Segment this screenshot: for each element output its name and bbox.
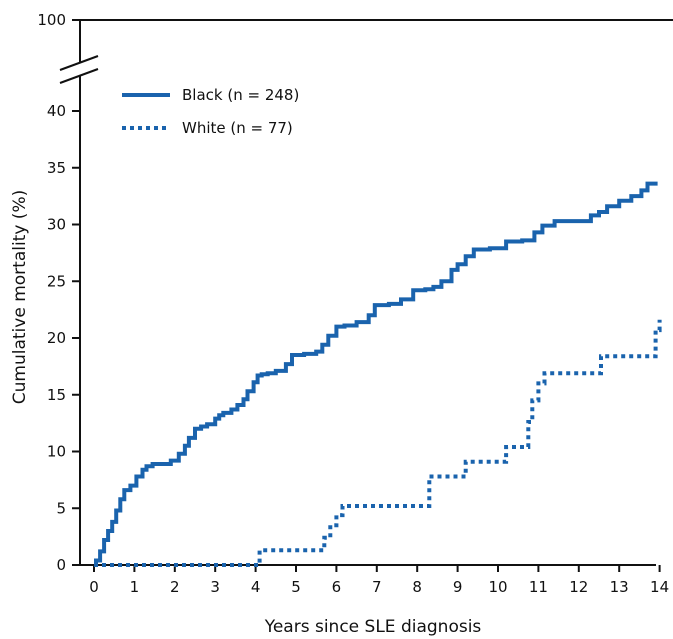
x-tick-label-3: 3 (210, 578, 220, 596)
x-tick-label-5: 5 (291, 578, 301, 596)
x-tick-label-8: 8 (412, 578, 422, 596)
y-tick-label-10: 10 (47, 443, 66, 461)
x-tick-label-9: 9 (453, 578, 463, 596)
y-tick-label-20: 20 (47, 329, 66, 347)
x-tick-label-4: 4 (251, 578, 261, 596)
x-tick-label-10: 10 (488, 578, 507, 596)
y-tick-label-30: 30 (47, 216, 66, 234)
legend-label-white: White (n = 77) (182, 119, 293, 137)
x-tick-label-7: 7 (372, 578, 382, 596)
legend-label-black: Black (n = 248) (182, 86, 299, 104)
x-tick-label-0: 0 (89, 578, 99, 596)
y-tick-label-25: 25 (47, 272, 66, 290)
y-tick-label-40: 40 (47, 102, 66, 120)
y-tick-label-5: 5 (56, 499, 66, 517)
x-tick-label-13: 13 (610, 578, 629, 596)
series-line-black (94, 181, 658, 565)
y-tick-label-0: 0 (56, 556, 66, 574)
x-tick-label-14: 14 (650, 578, 669, 596)
y-tick-label-100: 100 (37, 11, 66, 29)
series-lines (94, 181, 662, 567)
x-tick-label-11: 11 (529, 578, 548, 596)
axis-break-mark-upper (59, 55, 99, 71)
legend: Black (n = 248) White (n = 77) (122, 86, 299, 137)
x-tick-label-6: 6 (332, 578, 342, 596)
y-tick-label-35: 35 (47, 159, 66, 177)
y-ticks: 0 5 10 15 20 25 30 35 40 (47, 102, 80, 574)
y-axis-title: Cumulative mortality (%) (10, 190, 30, 404)
x-ticks: 0 1 2 3 4 5 6 7 8 9 10 11 12 13 14 (89, 565, 669, 596)
x-tick-label-12: 12 (569, 578, 588, 596)
x-tick-label-1: 1 (130, 578, 140, 596)
y-tick-label-15: 15 (47, 386, 66, 404)
x-tick-label-2: 2 (170, 578, 180, 596)
series-line-white (94, 319, 662, 567)
x-axis-title: Years since SLE diagnosis (264, 617, 482, 637)
axis-break-mark-lower (59, 68, 99, 84)
